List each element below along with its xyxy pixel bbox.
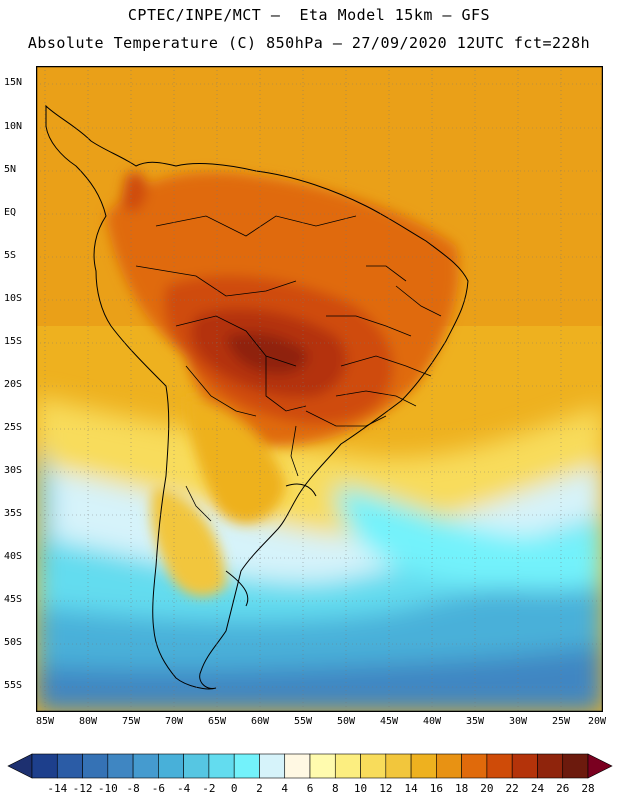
lat-label: 50S (4, 637, 23, 648)
colorbar-tick-label: 26 (556, 782, 570, 795)
colorbar-swatch (208, 753, 235, 779)
colorbar-tick-label: 24 (530, 782, 545, 795)
lat-label: 10S (4, 293, 23, 304)
colorbar-tick-label: -8 (126, 782, 140, 795)
temperature-field (36, 66, 603, 712)
colorbar-tick-label: 10 (353, 782, 368, 795)
colorbar-swatch (309, 753, 336, 779)
lon-label: 80W (78, 716, 98, 727)
colorbar-tick-label: 20 (480, 782, 494, 795)
colorbar-over-triangle (587, 753, 613, 779)
colorbar-tick-label: 4 (281, 782, 289, 795)
lat-label: 10N (4, 121, 23, 132)
colorbar-tick-label: 18 (455, 782, 469, 795)
colorbar-tick-label: 22 (505, 782, 519, 795)
lon-label: 70W (164, 716, 184, 727)
lat-label: 5S (4, 250, 17, 261)
colorbar-swatch (537, 753, 564, 779)
colorbar-swatch (410, 753, 437, 779)
colorbar-tick-label: 2 (256, 782, 263, 795)
lon-label: 85W (35, 716, 55, 727)
lat-label: 20S (4, 379, 23, 390)
colorbar-swatch (511, 753, 538, 779)
colorbar-swatch (183, 753, 210, 779)
colorbar-swatch (562, 753, 589, 779)
lat-label: 15S (4, 336, 23, 347)
colorbar-tick-label: 14 (404, 782, 418, 795)
colorbar-swatch (259, 753, 286, 779)
colorbar-swatch (486, 753, 513, 779)
lat-label: EQ (4, 207, 17, 218)
lon-label: 60W (250, 716, 270, 727)
lon-label: 35W (465, 716, 485, 727)
colorbar-swatch (284, 753, 311, 779)
colorbar-tick-label: -10 (97, 782, 118, 795)
lon-label: 25W (551, 716, 571, 727)
map-title-line2: Absolute Temperature (C) 850hPa – 27/09/… (27, 34, 591, 52)
lat-label: 15N (4, 77, 23, 88)
colorbar-tick-label: -2 (202, 782, 216, 795)
lat-label: 35S (4, 508, 23, 519)
lat-label: 30S (4, 465, 23, 476)
colorbar-swatch (82, 753, 109, 779)
colorbar-tick-label: -12 (72, 782, 93, 795)
colorbar-swatch (461, 753, 488, 779)
colorbar-tick-label: -14 (47, 782, 68, 795)
map-title-line1: CPTEC/INPE/MCT – Eta Model 15km – GFS (127, 6, 491, 24)
colorbar-swatch (158, 753, 184, 779)
lon-label: 55W (293, 716, 313, 727)
lat-label: 5N (4, 164, 17, 175)
coastlines (45, 104, 469, 690)
colorbar-swatch (132, 753, 159, 779)
colorbar-swatch (334, 753, 361, 779)
colorbar-swatch (31, 753, 58, 779)
lon-label: 40W (422, 716, 442, 727)
lon-label: 50W (336, 716, 356, 727)
temperature-map (36, 66, 603, 712)
graticule (36, 66, 603, 712)
colorbar-swatch (385, 753, 412, 779)
colorbar-tick-label: 28 (581, 782, 595, 795)
country-borders (135, 215, 442, 522)
colorbar-tick-label: 12 (379, 782, 393, 795)
colorbar-tick-label: 6 (306, 782, 314, 795)
lat-label: 45S (4, 594, 23, 605)
colorbar-swatch (436, 753, 462, 779)
colorbar-swatch (360, 753, 387, 779)
colorbar-under-triangle (7, 753, 33, 779)
colorbar-swatch (107, 753, 134, 779)
lon-label: 20W (587, 716, 607, 727)
colorbar-swatch (233, 753, 260, 779)
colorbar-swatch (56, 753, 83, 779)
colorbar-tick-label: 16 (429, 782, 443, 795)
lon-label: 30W (508, 716, 528, 727)
lon-label: 75W (121, 716, 141, 727)
map-frame (36, 66, 603, 712)
colorbar-tick-label: 8 (331, 782, 339, 795)
colorbar-tick-label: -6 (151, 782, 165, 795)
colorbar-tick-label: 0 (230, 782, 238, 795)
lat-label: 40S (4, 551, 23, 562)
lat-label: 55S (4, 680, 23, 691)
lon-label: 45W (379, 716, 399, 727)
lon-label: 65W (207, 716, 227, 727)
colorbar-tick-label: -4 (177, 782, 191, 795)
colorbar (7, 753, 613, 779)
lat-label: 25S (4, 422, 23, 433)
